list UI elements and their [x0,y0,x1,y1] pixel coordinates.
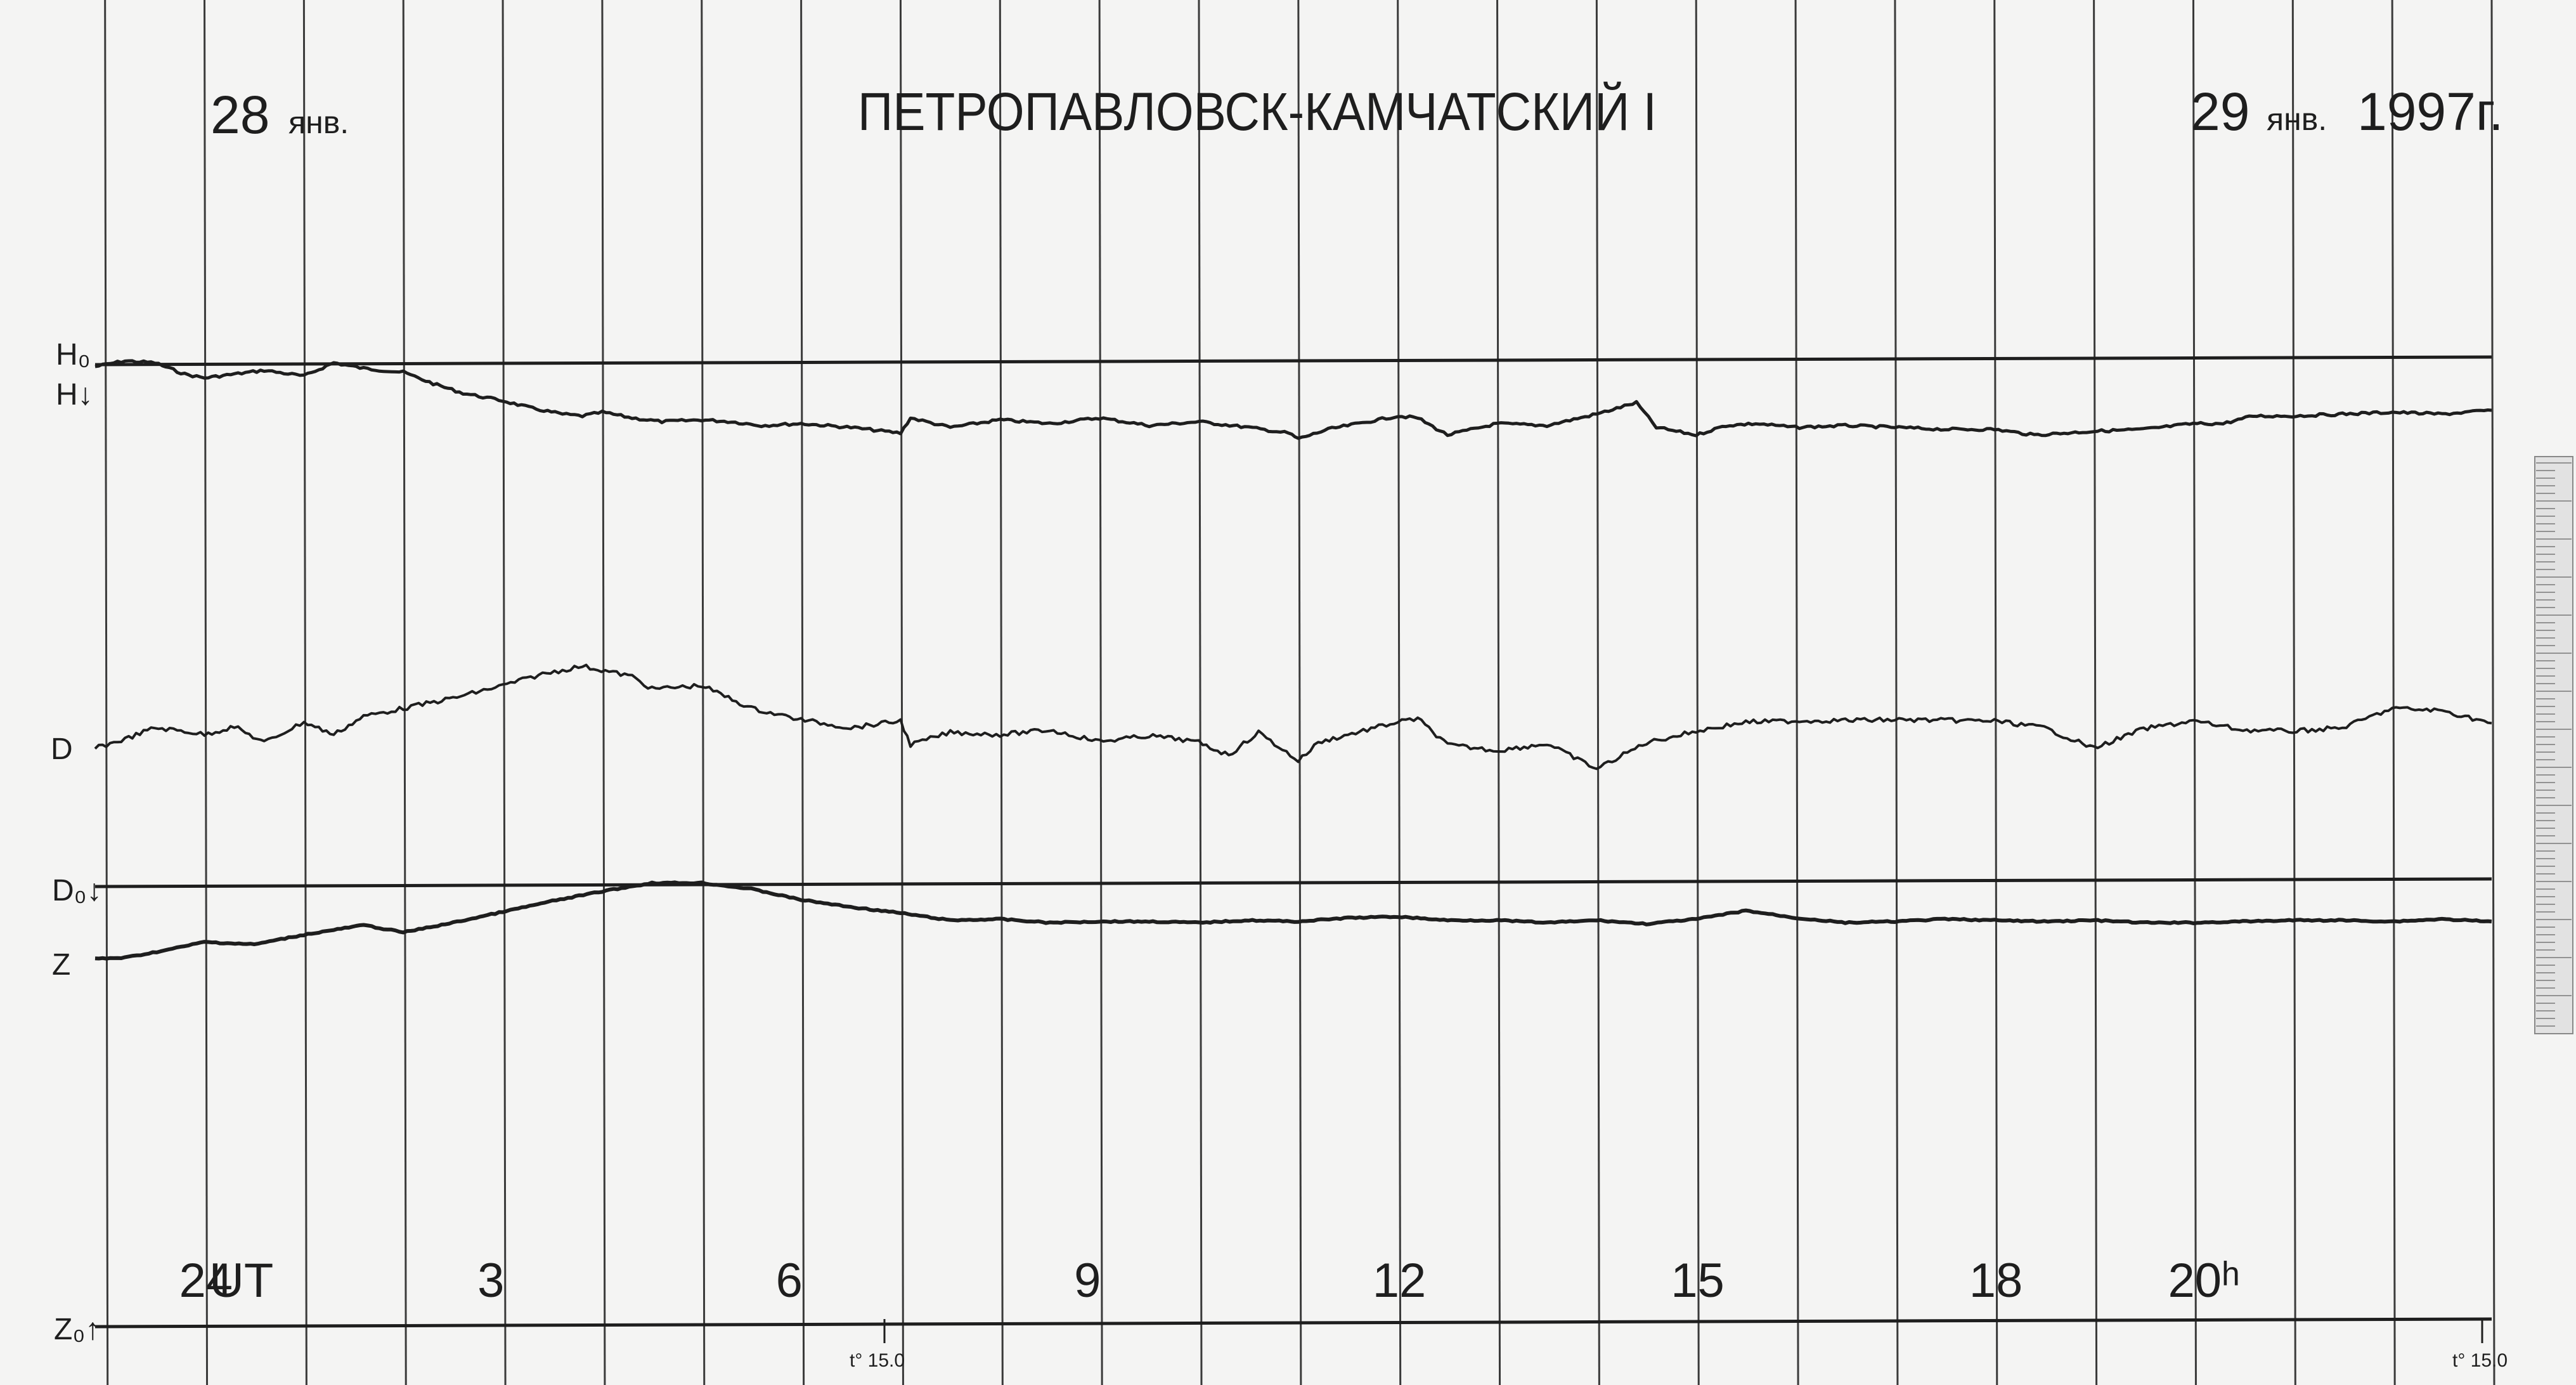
hour-line [601,0,606,1385]
hour-line [2291,0,2296,1385]
calibration-ticks [2536,462,2572,1027]
trace-z [94,880,2492,961]
trace-h [94,359,2492,440]
hour-line [1794,0,1799,1385]
hour-line [1496,0,1501,1385]
start-day: 28 [210,85,269,145]
x-tick-label: 24 [179,1254,233,1308]
hour-line [800,0,805,1385]
hour-line [2093,0,2098,1385]
hour-line [1198,0,1203,1385]
baseline-d0 [94,877,2492,888]
end-day: 29 [2191,82,2249,141]
temperature-mark-2: t° 15.0 [2452,1319,2508,1371]
temperature-mark-1: t° 15.0 [850,1319,905,1371]
x-tick-label: 6 [776,1254,803,1308]
station-title: ПЕТРОПАВЛОВСК-КАМЧАТСКИЙ I [858,82,1657,141]
end-year: 1997г. [2357,82,2504,141]
x-tick-label: 20ʰ [2168,1254,2240,1308]
hour-line [1894,0,1899,1385]
label-z: Z [52,948,70,982]
label-d0: D₀↓ [52,874,102,907]
hour-line [104,0,109,1385]
hour-line [899,0,904,1385]
hour-grid [104,0,2495,1385]
trace-d [94,663,2492,771]
hour-line [999,0,1004,1385]
hour-line [2192,0,2197,1385]
hour-line [302,0,307,1385]
x-tick-label: 12 [1373,1254,1427,1308]
hour-line [1297,0,1302,1385]
hour-line [1695,0,1700,1385]
hour-line [2391,0,2396,1385]
temperature-mark-1-label: t° 15.0 [850,1350,905,1371]
x-tick-label: 15 [1671,1254,1725,1308]
hour-line [204,0,209,1385]
hour-line [1993,0,1998,1385]
hour-line [1397,0,1402,1385]
hour-line [402,0,407,1385]
calibration-strip [2534,456,2573,1034]
x-tick-label: 3 [477,1254,504,1308]
start-month: янв. [288,105,349,140]
end-month: янв. [2267,101,2327,137]
label-z0: Z₀↑ [54,1313,100,1346]
hour-line [2490,0,2495,1385]
hour-line [701,0,706,1385]
x-axis-ticks: 24 3 6 9 12 15 18 20ʰ [179,1254,2241,1308]
x-tick-label: 9 [1074,1254,1101,1308]
axis-label-ut: UT [209,1254,273,1308]
label-d: D [51,732,73,766]
label-h0: H₀ [56,338,91,372]
hour-line [1098,0,1103,1385]
hour-line [1595,0,1600,1385]
x-tick-label: 18 [1969,1254,2023,1308]
baseline-h0 [94,355,2492,367]
label-h: H↓ [56,378,93,412]
baseline-z0 [94,1317,2492,1329]
hour-line [502,0,507,1385]
temperature-mark-2-label: t° 15.0 [2452,1350,2508,1371]
